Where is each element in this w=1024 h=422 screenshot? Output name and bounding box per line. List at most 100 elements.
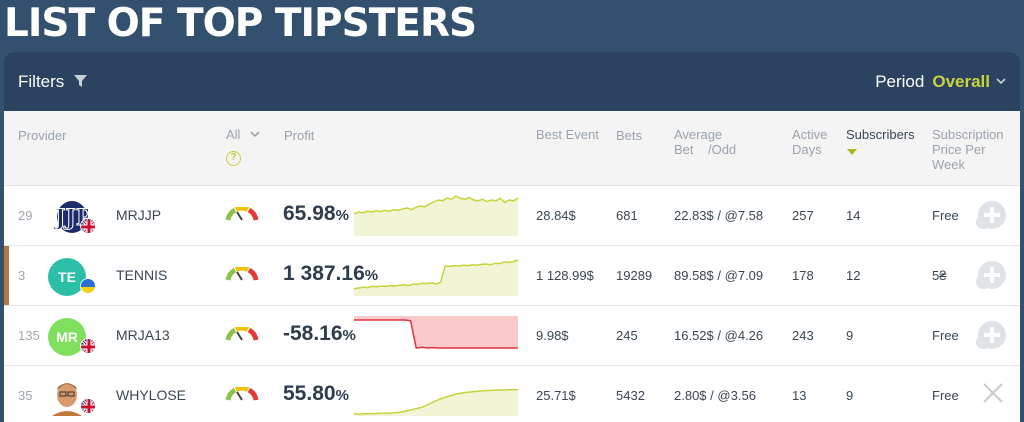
tipster-name[interactable]: MRJJP [116,207,162,223]
subscription-price-value: 5₴ [932,268,947,283]
profit-value: 55.80% [283,382,349,406]
tipster-name[interactable]: MRJA13 [116,327,170,343]
profit-number: 1 387.16 [283,262,365,285]
sparkline-line [353,195,519,215]
table-row[interactable]: 29 JJP MRJJP 65.98% 28.84$ 681 22.83$ / … [4,186,1020,246]
period-selector[interactable]: Period Overall [875,72,1006,92]
sparkline-area [354,389,518,416]
table-row[interactable]: 135 MR MRJA13 -58.16% 9.98$ 245 16.52$ /… [4,306,1020,366]
photo-avatar-image [48,378,86,416]
column-price-line3: Week [932,157,965,172]
average-bet: 2.80$ [674,388,707,403]
column-subscribers[interactable]: Subscribers [846,127,915,155]
period-value[interactable]: Overall [932,71,990,91]
risk-gauge-icon [225,207,259,221]
bets-value: 245 [616,328,638,343]
separator: / [717,208,722,223]
profit-percent-sign: % [364,267,379,284]
column-average-bet-odd[interactable]: Average Bet /Odd [674,127,736,157]
rank: 135 [18,328,40,343]
tipster-name[interactable]: TENNIS [116,267,168,283]
all-filter-select[interactable]: All [226,127,261,142]
subscription-price-value: Free [932,388,959,403]
bets-value: 681 [616,208,638,223]
profit-value: 65.98% [283,202,349,226]
filters-button[interactable]: Filters [18,71,88,92]
sparkline-line [354,388,518,415]
add-subscribe-icon[interactable] [972,258,1012,299]
flag-icon [80,278,96,294]
help-icon[interactable]: ? [226,151,241,166]
column-active-days[interactable]: Active Days [792,127,827,157]
close-icon[interactable] [972,378,1012,419]
column-profit[interactable]: Profit [284,128,315,143]
profit-number: -58.16 [283,322,343,345]
tipsters-table: Filters Period Overall Provider All ? Pr… [4,52,1020,422]
table-row[interactable]: 35 WHYLOSE 55.80% 25.71$ 5432 2.80$ / @3… [4,366,1020,422]
separator: / [710,388,714,403]
filter-bar: Filters Period Overall [4,52,1020,111]
bets-value: 5432 [616,388,645,403]
average-odd: @7.09 [724,268,764,283]
profit-sparkline [353,195,519,236]
profit-percent-sign: % [335,207,349,224]
subscription-price-value: Free [932,328,959,343]
tipster-name[interactable]: WHYLOSE [116,387,187,403]
best-event-value: 25.71$ [536,388,576,403]
avatar-initials: TE [48,258,86,296]
best-event-value: 1 128.99$ [536,268,594,283]
separator: / [717,328,722,343]
profit-number: 65.98 [283,202,336,225]
table-body: 29 JJP MRJJP 65.98% 28.84$ 681 22.83$ / … [4,186,1020,422]
sparkline-area [354,260,518,296]
rank: 29 [18,208,33,223]
average-odd: @3.56 [717,388,756,403]
column-provider[interactable]: Provider [18,128,67,143]
subscribers-value: 9 [846,328,854,343]
profit-value: -58.16% [283,322,356,346]
table-row[interactable]: 3 TE TENNIS 1 387.16% 1 128.99$ 19289 89… [4,246,1020,306]
column-days-label: Days [792,142,822,157]
active-days-value: 13 [792,388,807,403]
bets-value: 19289 [616,268,653,283]
period-label: Period [875,71,925,91]
average-bet-odd-value: 2.80$ / @3.56 [674,388,756,403]
active-days-value: 243 [792,328,814,343]
flag-icon [80,218,96,234]
average-bet-odd-value: 22.83$ / @7.58 [674,208,763,223]
risk-gauge-icon [225,387,259,401]
column-active-label: Active [792,127,828,142]
average-bet: 16.52$ [674,328,714,343]
average-bet: 89.58$ [674,268,714,283]
sparkline-area [354,196,518,236]
chevron-down-icon [996,78,1006,85]
average-bet-odd-value: 89.58$ / @7.09 [674,268,763,283]
profit-sparkline [354,388,518,416]
profit-number: 55.80 [283,382,336,405]
subscribers-value: 12 [846,268,861,283]
avatar[interactable]: MR [48,318,86,356]
profit-percent-sign: % [335,387,349,404]
active-days-value: 257 [792,208,814,223]
sparkline-line [354,319,518,349]
rank: 35 [18,388,33,403]
column-price-line2: Price Per [932,142,986,157]
column-best-event[interactable]: Best Event [536,127,599,142]
avatar[interactable]: TE [48,258,86,296]
add-subscribe-icon[interactable] [972,318,1012,359]
filters-label: Filters [18,71,65,91]
average-odd: @7.58 [724,208,764,223]
column-bets[interactable]: Bets [616,128,643,143]
column-subscribers-label: Subscribers [846,127,915,142]
funnel-icon [74,75,88,87]
avatar[interactable] [48,378,86,416]
active-days-value: 178 [792,268,814,283]
best-event-value: 9.98$ [536,328,569,343]
profit-sparkline [354,316,518,349]
chevron-down-icon [250,131,261,138]
average-bet: 22.83$ [674,208,714,223]
profit-sparkline [353,259,519,296]
column-subscription-price[interactable]: Subscription Price Per Week [932,127,1004,172]
add-subscribe-icon[interactable] [972,198,1012,239]
table-header: Provider All ? Profit Best Event Bets Av… [4,111,1020,186]
